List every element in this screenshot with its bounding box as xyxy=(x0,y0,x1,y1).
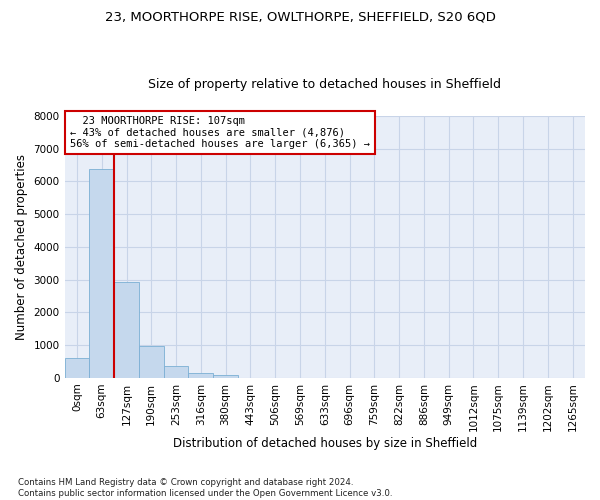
Bar xyxy=(213,375,238,378)
Bar xyxy=(164,366,188,378)
Y-axis label: Number of detached properties: Number of detached properties xyxy=(15,154,28,340)
Text: 23 MOORTHORPE RISE: 107sqm  
← 43% of detached houses are smaller (4,876)
56% of: 23 MOORTHORPE RISE: 107sqm ← 43% of deta… xyxy=(70,116,370,149)
Text: 23, MOORTHORPE RISE, OWLTHORPE, SHEFFIELD, S20 6QD: 23, MOORTHORPE RISE, OWLTHORPE, SHEFFIEL… xyxy=(104,10,496,23)
Bar xyxy=(188,373,213,378)
X-axis label: Distribution of detached houses by size in Sheffield: Distribution of detached houses by size … xyxy=(173,437,477,450)
Bar xyxy=(114,282,139,378)
Text: Contains HM Land Registry data © Crown copyright and database right 2024.
Contai: Contains HM Land Registry data © Crown c… xyxy=(18,478,392,498)
Title: Size of property relative to detached houses in Sheffield: Size of property relative to detached ho… xyxy=(148,78,501,91)
Bar xyxy=(65,358,89,378)
Bar xyxy=(139,346,164,378)
Bar xyxy=(89,169,114,378)
